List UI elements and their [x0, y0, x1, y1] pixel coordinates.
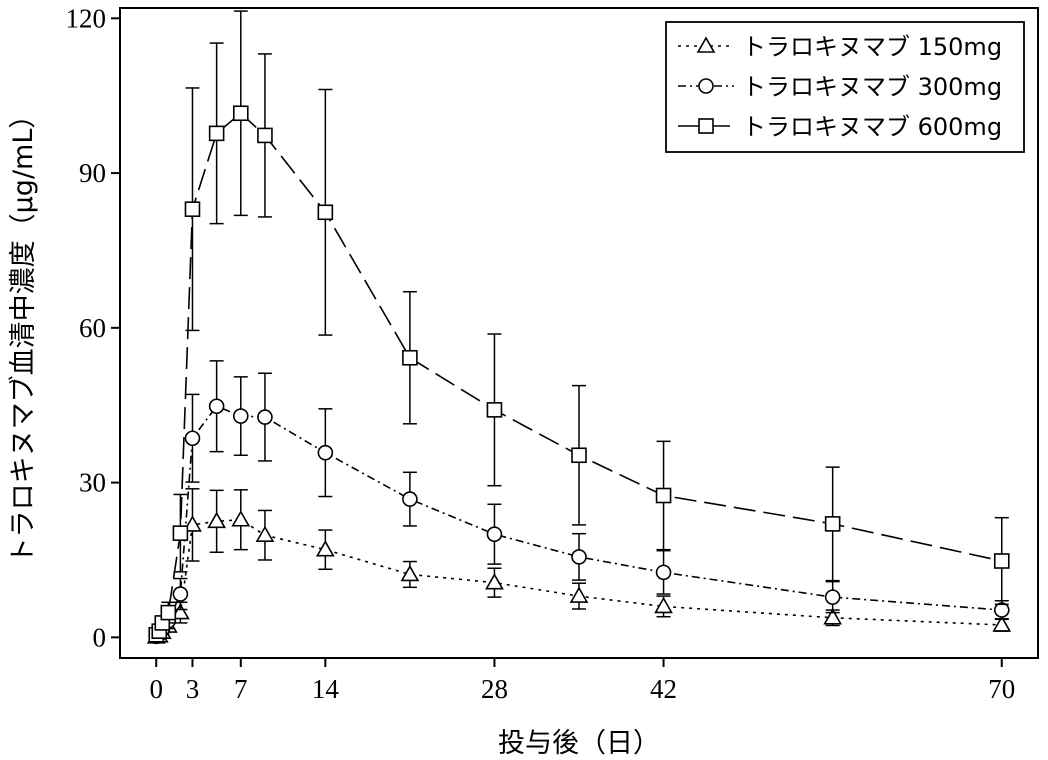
data-point — [569, 586, 589, 603]
data-point — [655, 487, 672, 504]
y-tick-label: 0 — [93, 622, 107, 652]
legend-marker — [698, 78, 714, 94]
data-point — [571, 447, 587, 464]
data-point — [486, 526, 503, 542]
legend-box — [665, 21, 1025, 153]
x-axis-title: 投与後（日） — [498, 728, 660, 759]
series-line — [155, 518, 1002, 638]
data-point — [993, 553, 1010, 569]
x-tick-label: 28 — [481, 674, 508, 704]
y-tick-label: 120 — [66, 3, 107, 33]
x-tick-label: 42 — [650, 674, 677, 704]
legend-item: トラロキヌマブ 150mg — [678, 33, 1002, 61]
data-point — [655, 564, 672, 581]
data-point — [160, 604, 177, 621]
data-point — [992, 615, 1012, 632]
plot-frame — [119, 7, 1039, 659]
data-point — [208, 398, 225, 415]
y-tick-label: 60 — [79, 313, 106, 343]
x-tick-label: 14 — [312, 674, 340, 704]
data-point — [208, 125, 225, 142]
data-point — [993, 602, 1010, 618]
x-tick-label: 7 — [234, 674, 248, 704]
data-point — [485, 573, 504, 590]
data-point — [315, 540, 335, 557]
data-point — [824, 589, 841, 605]
data-point — [317, 204, 334, 221]
y-tick-label: 30 — [79, 468, 106, 498]
legend-marker — [696, 36, 716, 53]
data-point — [824, 516, 841, 532]
x-tick-label: 3 — [186, 674, 200, 704]
x-tick-label: 0 — [149, 674, 163, 704]
data-point — [400, 564, 420, 582]
legend-item: トラロキヌマブ 300mg — [678, 73, 1002, 101]
y-axis: 0 30 60 90 120 — [66, 3, 120, 652]
data-point — [402, 491, 418, 507]
x-tick-label: 70 — [988, 674, 1015, 704]
data-point — [486, 402, 503, 418]
y-axis-title: トラロキヌマブ血清中濃度（μg/mL） — [8, 102, 39, 565]
data-point — [571, 549, 587, 565]
legend-label: トラロキヌマブ 600mg — [742, 113, 1002, 141]
data-point — [231, 510, 251, 527]
series-square — [148, 10, 1010, 643]
data-point — [317, 444, 334, 461]
legend-label: トラロキヌマブ 300mg — [742, 73, 1002, 101]
data-point — [257, 409, 273, 425]
data-point — [402, 349, 418, 366]
series-line — [155, 405, 1002, 637]
data-point — [207, 511, 227, 529]
data-point — [171, 602, 190, 620]
data-point — [184, 430, 201, 447]
data-point — [654, 596, 673, 614]
legend: トラロキヌマブ 150mg トラロキヌマブ 300mg トラロキヌマブ 600mg — [665, 21, 1025, 153]
data-point — [255, 525, 275, 543]
data-point — [184, 201, 201, 217]
y-tick-label: 90 — [79, 158, 106, 188]
legend-marker — [698, 118, 714, 134]
data-point — [183, 515, 202, 532]
legend-item: トラロキヌマブ 600mg — [678, 113, 1002, 141]
legend-label: トラロキヌマブ 150mg — [742, 33, 1002, 61]
data-point — [232, 105, 249, 122]
data-point — [232, 408, 249, 424]
x-axis: 0 3 7 14 28 42 70 — [149, 658, 1015, 704]
data-point — [172, 586, 189, 602]
data-point — [257, 127, 273, 144]
series-group — [146, 10, 1012, 645]
data-point — [172, 525, 189, 541]
data-point — [823, 608, 843, 625]
